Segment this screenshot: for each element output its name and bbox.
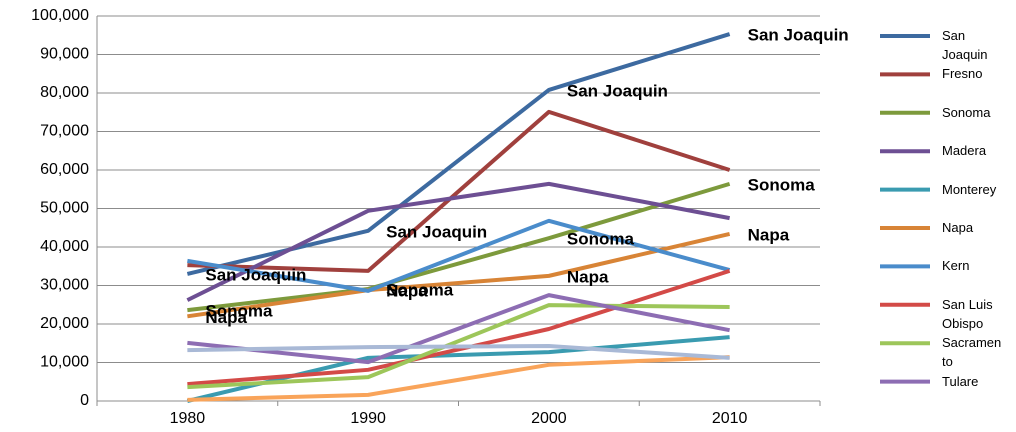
legend-label: Sacramento xyxy=(942,335,1002,370)
data-label: Napa xyxy=(567,267,609,286)
y-tick-label: 80,000 xyxy=(40,84,89,101)
data-label: Sonoma xyxy=(386,280,454,299)
series-line xyxy=(186,32,731,276)
data-label: Napa xyxy=(205,308,247,327)
legend-label: Madera xyxy=(942,143,987,159)
series-line xyxy=(187,355,730,402)
series-line xyxy=(187,343,730,360)
data-label: San Joaquin xyxy=(205,265,306,284)
data-label: Napa xyxy=(748,225,790,244)
legend-label: San Joaquin xyxy=(942,28,988,62)
y-tick-label: 90,000 xyxy=(40,46,89,63)
series-line xyxy=(187,268,731,387)
data-label: Sonoma xyxy=(205,302,273,321)
y-tick-label: 0 xyxy=(80,392,89,409)
series-line xyxy=(187,181,731,313)
y-tick-label: 30,000 xyxy=(40,277,89,294)
legend-label: Fresno xyxy=(942,66,983,82)
y-tick-label: 70,000 xyxy=(40,123,89,140)
data-label: San Joaquin xyxy=(748,26,849,45)
y-tick-label: 50,000 xyxy=(40,200,89,217)
y-tick-label: 60,000 xyxy=(40,161,89,178)
legend-label: Kern xyxy=(942,258,970,274)
data-label: Napa xyxy=(386,282,428,301)
x-tick-label: 2010 xyxy=(712,410,748,427)
x-tick-label: 2000 xyxy=(531,410,567,427)
series-line xyxy=(187,293,731,365)
legend-label: Sonoma xyxy=(942,104,991,120)
series-line xyxy=(187,231,731,319)
y-tick-label: 100,000 xyxy=(31,7,89,24)
legend-label: San Luis Obispo xyxy=(942,296,993,331)
series-line xyxy=(187,218,731,293)
y-tick-label: 10,000 xyxy=(40,354,89,371)
data-label: Sonoma xyxy=(748,175,816,194)
data-label: San Joaquin xyxy=(567,81,668,100)
legend-label: Napa xyxy=(942,220,974,235)
series-line xyxy=(187,109,731,273)
y-tick-label: 20,000 xyxy=(40,315,89,332)
legend-label: Monterey xyxy=(942,181,997,197)
data-label: San Joaquin xyxy=(386,222,487,241)
series-line xyxy=(186,181,730,302)
series-line xyxy=(186,335,730,403)
y-tick-label: 40,000 xyxy=(40,238,89,255)
series-line xyxy=(187,303,730,390)
x-tick-label: 1990 xyxy=(350,410,386,427)
data-label: Sonoma xyxy=(567,230,635,249)
x-tick-label: 1980 xyxy=(170,410,206,427)
legend-label: Tulare xyxy=(942,373,979,389)
